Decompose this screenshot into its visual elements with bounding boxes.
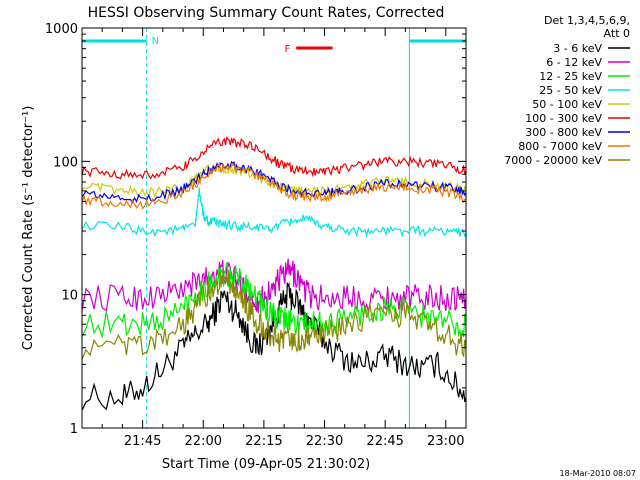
series-line-2 bbox=[81, 262, 467, 339]
legend-label: 7000 - 20000 keV bbox=[504, 154, 602, 167]
legend-header-line: Det 1,3,4,5,6,9, bbox=[544, 14, 630, 27]
x-tick-label: 22:45 bbox=[366, 434, 403, 449]
annotations: NF bbox=[152, 36, 333, 55]
series-line-1 bbox=[81, 258, 467, 314]
night-label: N bbox=[152, 36, 159, 47]
series-line-8 bbox=[81, 269, 467, 360]
flare-label: F bbox=[284, 44, 290, 55]
x-axis-label: Start Time (09-Apr-05 21:30:02) bbox=[162, 457, 370, 472]
series-line-5 bbox=[81, 136, 467, 180]
legend-label: 3 - 6 keV bbox=[553, 42, 602, 55]
legend-label: 6 - 12 keV bbox=[546, 56, 602, 69]
footer-date: 18-Mar-2010 08:07 bbox=[560, 469, 637, 478]
y-tick-label: 10 bbox=[61, 289, 78, 304]
axes: 1 10 100 1000 21:45 22:00 22:15 22:30 22:45 23:00 bbox=[45, 22, 466, 449]
x-tick-label: 22:15 bbox=[245, 434, 282, 449]
series-layer bbox=[81, 136, 467, 411]
chart-title: HESSI Observing Summary Count Rates, Cor… bbox=[88, 5, 445, 21]
y-tick-label: 100 bbox=[53, 155, 78, 170]
legend-label: 100 - 300 keV bbox=[525, 112, 602, 125]
legend-label: 300 - 800 keV bbox=[525, 126, 602, 139]
x-tick-label: 23:00 bbox=[427, 434, 464, 449]
legend-label: 50 - 100 keV bbox=[532, 98, 602, 111]
y-axis-label: Corrected Count Rate (s⁻¹ detector⁻¹) bbox=[21, 106, 36, 351]
y-tick-label: 1000 bbox=[45, 22, 78, 37]
legend-label: 800 - 7000 keV bbox=[518, 140, 602, 153]
series-line-7 bbox=[81, 161, 467, 210]
x-tick-label: 22:00 bbox=[185, 434, 222, 449]
x-tick-label: 22:30 bbox=[306, 434, 343, 449]
y-tick-label: 1 bbox=[70, 422, 78, 437]
x-tick-label: 21:45 bbox=[124, 434, 161, 449]
legend-label: 25 - 50 keV bbox=[539, 84, 602, 97]
legend-label: 12 - 25 keV bbox=[539, 70, 602, 83]
series-line-3 bbox=[81, 187, 467, 239]
plot-frame bbox=[81, 27, 467, 429]
legend-header-line: Att 0 bbox=[604, 27, 630, 40]
